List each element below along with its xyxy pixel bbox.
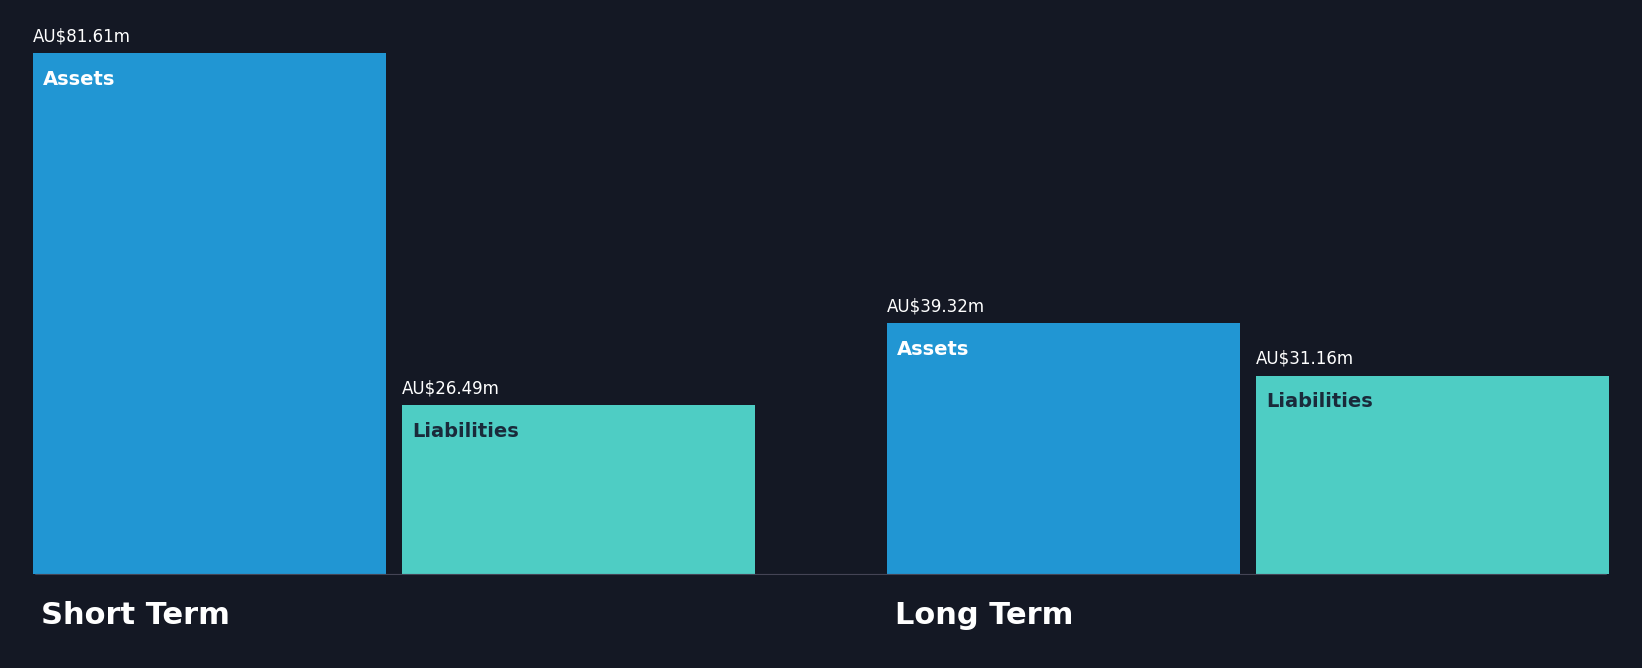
Text: Assets: Assets: [897, 340, 969, 359]
Text: Liabilities: Liabilities: [1266, 392, 1373, 411]
Text: AU$26.49m: AU$26.49m: [402, 379, 501, 397]
Bar: [33, 53, 386, 574]
Text: AU$81.61m: AU$81.61m: [33, 27, 131, 45]
Text: Short Term: Short Term: [41, 601, 230, 630]
Text: Long Term: Long Term: [895, 601, 1074, 630]
Text: Liabilities: Liabilities: [412, 422, 519, 441]
Bar: [887, 323, 1240, 574]
Bar: [1256, 375, 1609, 574]
Bar: [402, 405, 755, 574]
Text: Assets: Assets: [43, 70, 115, 89]
Text: AU$31.16m: AU$31.16m: [1256, 349, 1355, 367]
Text: AU$39.32m: AU$39.32m: [887, 297, 985, 315]
